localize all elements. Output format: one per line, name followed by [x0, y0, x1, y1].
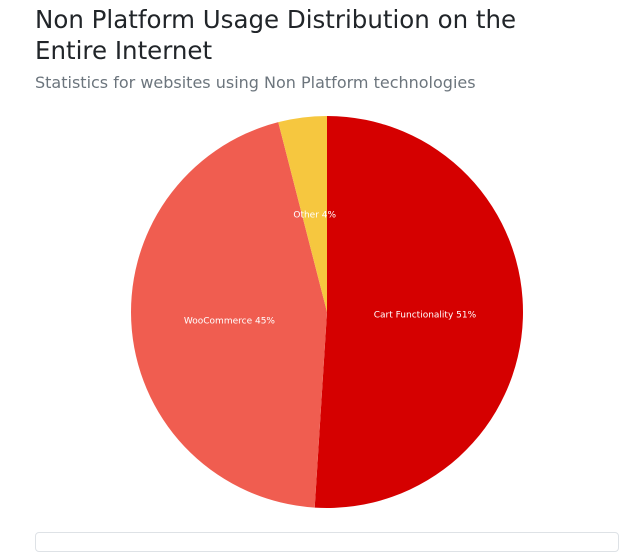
pie-label-other: Other 4%: [293, 210, 336, 220]
details-panel: [35, 532, 619, 552]
pie-chart-container: Cart Functionality 51% WooCommerce 45% Oth…: [130, 116, 523, 508]
pie-chart: Cart Functionality 51% WooCommerce 45% Oth…: [130, 116, 523, 508]
chart-title: Non Platform Usage Distribution on the E…: [35, 5, 517, 65]
pie-slice-other[interactable]: [278, 116, 327, 312]
pie-label-woocommerce: WooCommerce 45%: [184, 317, 276, 327]
pie-slice-cart-functionality[interactable]: [314, 116, 523, 508]
pie-label-cart-functionality: Cart Functionality 51%: [374, 311, 477, 321]
pie-slice-woocommerce[interactable]: [130, 122, 327, 508]
chart-subtitle: Statistics for websites using Non Platfo…: [35, 73, 476, 92]
